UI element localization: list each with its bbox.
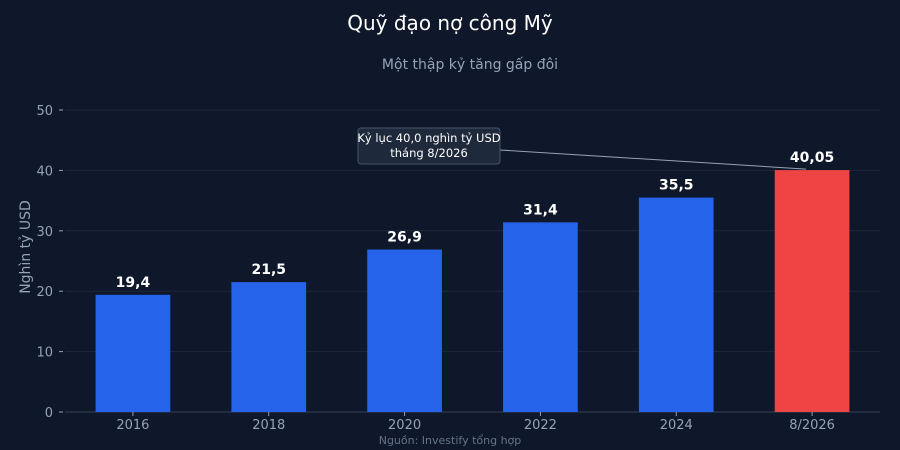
bar bbox=[231, 282, 307, 412]
annotation-arrow bbox=[499, 149, 807, 170]
y-axis-label: Nghìn tỷ USD bbox=[18, 200, 34, 294]
y-tick-label: 50 bbox=[36, 104, 53, 119]
bar-value-label: 19,4 bbox=[116, 275, 151, 291]
x-tick-label: 2022 bbox=[524, 418, 557, 433]
bar bbox=[367, 249, 442, 412]
chart-subtitle: Một thập kỷ tăng gấp đôi bbox=[382, 57, 558, 73]
x-tick-label: 2018 bbox=[252, 418, 285, 433]
y-tick-label: 30 bbox=[36, 225, 53, 240]
bar-value-label: 21,5 bbox=[251, 262, 286, 278]
y-tick-label: 0 bbox=[45, 406, 53, 421]
annotation-text: Kỷ lục 40,0 nghìn tỷ USD bbox=[357, 131, 500, 145]
y-tick-label: 10 bbox=[36, 346, 53, 361]
source-note: Nguồn: Investify tổng hợp bbox=[379, 434, 522, 447]
grid-lines bbox=[59, 109, 880, 416]
bar-value-label: 35,5 bbox=[659, 178, 694, 194]
annotation-box bbox=[357, 127, 501, 165]
bar bbox=[95, 294, 171, 412]
chart-title: Quỹ đạo nợ công Mỹ bbox=[347, 11, 553, 35]
bar-value-label: 40,05 bbox=[790, 150, 834, 166]
labels: 0 10 20 30 40 50 19,4 2016 21,5 2018 26,9 2020 31,4 2… bbox=[36, 104, 835, 433]
bar bbox=[774, 170, 850, 412]
y-tick-label: 40 bbox=[36, 164, 53, 179]
x-tick-label: 2016 bbox=[116, 418, 149, 433]
x-tick-label: 2020 bbox=[388, 418, 421, 433]
bar bbox=[638, 197, 714, 412]
bar bbox=[503, 222, 578, 412]
bar-value-label: 31,4 bbox=[523, 202, 558, 218]
x-tick-label: 8/2026 bbox=[789, 418, 835, 433]
bar-value-label: 26,9 bbox=[387, 230, 422, 246]
annotation-text: tháng 8/2026 bbox=[390, 146, 468, 160]
bars bbox=[95, 170, 850, 412]
y-tick-label: 20 bbox=[36, 285, 53, 300]
x-tick-label: 2024 bbox=[660, 418, 693, 433]
